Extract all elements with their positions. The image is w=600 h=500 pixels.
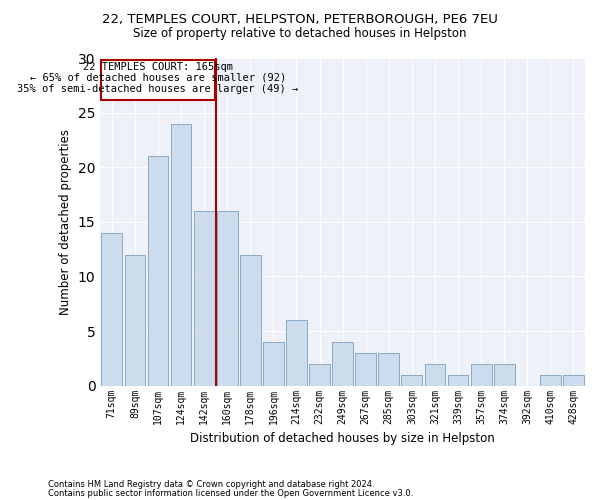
Y-axis label: Number of detached properties: Number of detached properties [59, 129, 72, 315]
X-axis label: Distribution of detached houses by size in Helpston: Distribution of detached houses by size … [190, 432, 495, 445]
Bar [471, 364, 491, 386]
Bar [148, 156, 169, 386]
Bar [494, 364, 515, 386]
Bar [101, 60, 215, 100]
Bar [401, 374, 422, 386]
Bar [125, 254, 145, 386]
Text: Contains HM Land Registry data © Crown copyright and database right 2024.: Contains HM Land Registry data © Crown c… [48, 480, 374, 489]
Bar [425, 364, 445, 386]
Bar [101, 232, 122, 386]
Bar [194, 211, 215, 386]
Bar [563, 374, 584, 386]
Bar [448, 374, 469, 386]
Text: 22 TEMPLES COURT: 165sqm: 22 TEMPLES COURT: 165sqm [83, 62, 233, 72]
Text: Size of property relative to detached houses in Helpston: Size of property relative to detached ho… [133, 28, 467, 40]
Bar [332, 342, 353, 386]
Text: 22, TEMPLES COURT, HELPSTON, PETERBOROUGH, PE6 7EU: 22, TEMPLES COURT, HELPSTON, PETERBOROUG… [102, 12, 498, 26]
Bar [263, 342, 284, 386]
Text: ← 65% of detached houses are smaller (92): ← 65% of detached houses are smaller (92… [30, 72, 286, 83]
Text: 35% of semi-detached houses are larger (49) →: 35% of semi-detached houses are larger (… [17, 84, 299, 94]
Bar [379, 353, 399, 386]
Bar [540, 374, 561, 386]
Bar [217, 211, 238, 386]
Bar [309, 364, 330, 386]
Bar [240, 254, 260, 386]
Text: Contains public sector information licensed under the Open Government Licence v3: Contains public sector information licen… [48, 490, 413, 498]
Bar [355, 353, 376, 386]
Bar [170, 124, 191, 386]
Bar [286, 320, 307, 386]
